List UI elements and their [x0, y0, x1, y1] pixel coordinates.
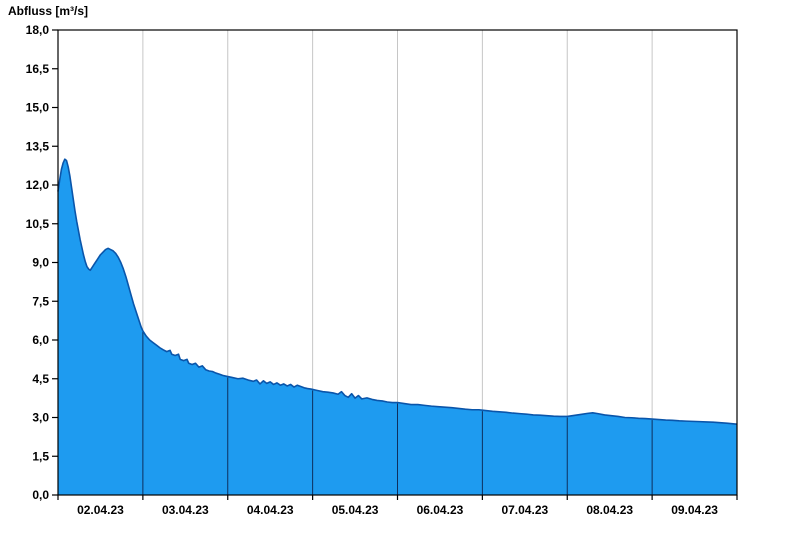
- y-tick-label: 12,0: [26, 178, 50, 192]
- y-tick-label: 0,0: [32, 488, 49, 502]
- series-line: [57, 158, 738, 426]
- x-tick-label: 08.04.23: [586, 503, 633, 517]
- x-tick-label: 04.04.23: [247, 503, 294, 517]
- y-tick-label: 1,5: [32, 449, 49, 463]
- y-tick-label: 9,0: [32, 256, 49, 270]
- y-tick-label: 4,5: [32, 372, 49, 386]
- x-tick-label: 02.04.23: [77, 503, 124, 517]
- y-tick-label: 13,5: [26, 139, 50, 153]
- x-tick-label: 06.04.23: [417, 503, 464, 517]
- y-tick-label: 16,5: [26, 62, 50, 76]
- y-tick-label: 10,5: [26, 217, 50, 231]
- x-tick-label: 09.04.23: [671, 503, 718, 517]
- y-tick-label: 18,0: [26, 23, 50, 37]
- x-tick-label: 05.04.23: [332, 503, 379, 517]
- y-axis-title: Abfluss [m³/s]: [8, 4, 89, 18]
- y-tick-label: 15,0: [26, 101, 50, 115]
- x-tick-label: 03.04.23: [162, 503, 209, 517]
- y-tick-label: 3,0: [32, 411, 49, 425]
- y-tick-label: 7,5: [32, 294, 49, 308]
- x-tick-label: 07.04.23: [501, 503, 548, 517]
- y-tick-label: 6,0: [32, 333, 49, 347]
